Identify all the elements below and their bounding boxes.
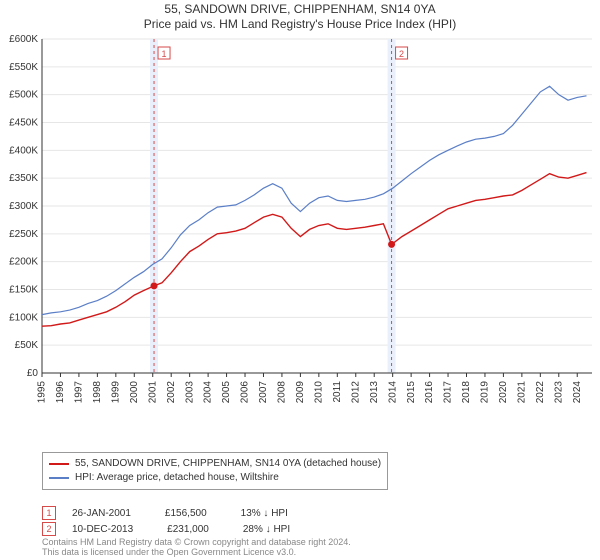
price-chart: £0 £50K £100K £150K £200K £250K £300K £350K £400… [0,31,600,421]
svg-text:2020: 2020 [498,381,509,404]
svg-text:2005: 2005 [221,381,232,404]
footnote: Contains HM Land Registry data © Crown c… [42,538,351,558]
svg-text:2023: 2023 [553,381,564,404]
svg-text:2024: 2024 [572,381,583,404]
svg-text:£0: £0 [27,368,39,379]
sale-marker-icon: 2 [42,522,56,536]
legend-label: HPI: Average price, detached house, Wilt… [75,471,279,485]
page-root: 55, SANDOWN DRIVE, CHIPPENHAM, SN14 0YA … [0,0,600,560]
svg-text:£550K: £550K [9,62,38,73]
legend-swatch-red [49,463,69,465]
sale-price: £231,000 [167,524,209,535]
chart-titles: 55, SANDOWN DRIVE, CHIPPENHAM, SN14 0YA … [0,0,600,31]
svg-text:2011: 2011 [332,381,343,403]
svg-text:2009: 2009 [295,381,306,404]
svg-text:2019: 2019 [480,381,491,404]
svg-text:1999: 1999 [110,381,121,404]
table-row: 2 10-DEC-2013 £231,000 28% ↓ HPI [42,522,324,536]
svg-text:2018: 2018 [461,381,472,404]
svg-text:1998: 1998 [92,381,103,404]
svg-text:1997: 1997 [74,381,85,404]
svg-text:2001: 2001 [147,381,158,404]
svg-text:£200K: £200K [9,257,38,268]
svg-text:£400K: £400K [9,145,38,156]
sale-delta: 13% ↓ HPI [241,508,288,519]
svg-text:£100K: £100K [9,312,38,323]
sale-marker-icon: 1 [42,506,56,520]
svg-text:£500K: £500K [9,90,38,101]
svg-text:2010: 2010 [313,381,324,404]
svg-text:2021: 2021 [517,381,528,404]
sale-date: 26-JAN-2001 [72,508,131,519]
footnote-line: This data is licensed under the Open Gov… [42,548,351,558]
svg-text:2002: 2002 [166,381,177,404]
svg-text:£300K: £300K [9,201,38,212]
svg-text:£600K: £600K [9,34,38,45]
table-row: 1 26-JAN-2001 £156,500 13% ↓ HPI [42,506,324,520]
svg-text:2007: 2007 [258,381,269,404]
svg-text:1995: 1995 [37,381,48,404]
svg-text:2: 2 [399,49,404,59]
sale-date: 10-DEC-2013 [72,524,133,535]
svg-text:£450K: £450K [9,118,38,129]
svg-text:2000: 2000 [129,381,140,404]
svg-text:2014: 2014 [387,381,398,404]
svg-text:£250K: £250K [9,229,38,240]
svg-text:2022: 2022 [535,381,546,404]
svg-text:2013: 2013 [369,381,380,404]
sale-price: £156,500 [165,508,207,519]
svg-text:2006: 2006 [240,381,251,404]
legend-row: HPI: Average price, detached house, Wilt… [49,471,381,485]
sales-table: 1 26-JAN-2001 £156,500 13% ↓ HPI 2 10-DE… [42,506,324,538]
svg-text:2003: 2003 [184,381,195,404]
legend-swatch-blue [49,477,69,479]
svg-text:2015: 2015 [406,381,417,404]
svg-text:2017: 2017 [443,381,454,404]
legend-row: 55, SANDOWN DRIVE, CHIPPENHAM, SN14 0YA … [49,457,381,471]
svg-text:£50K: £50K [15,340,39,351]
svg-text:2008: 2008 [277,381,288,404]
svg-text:2016: 2016 [424,381,435,404]
svg-text:£350K: £350K [9,173,38,184]
svg-text:1: 1 [162,49,167,59]
legend-label: 55, SANDOWN DRIVE, CHIPPENHAM, SN14 0YA … [75,457,381,471]
svg-text:2004: 2004 [203,381,214,404]
title-subtitle: Price paid vs. HM Land Registry's House … [0,17,600,31]
svg-text:£150K: £150K [9,285,38,296]
title-address: 55, SANDOWN DRIVE, CHIPPENHAM, SN14 0YA [0,2,600,16]
sale-delta: 28% ↓ HPI [243,524,290,535]
svg-text:2012: 2012 [350,381,361,404]
svg-text:1996: 1996 [55,381,66,404]
legend: 55, SANDOWN DRIVE, CHIPPENHAM, SN14 0YA … [42,452,388,490]
